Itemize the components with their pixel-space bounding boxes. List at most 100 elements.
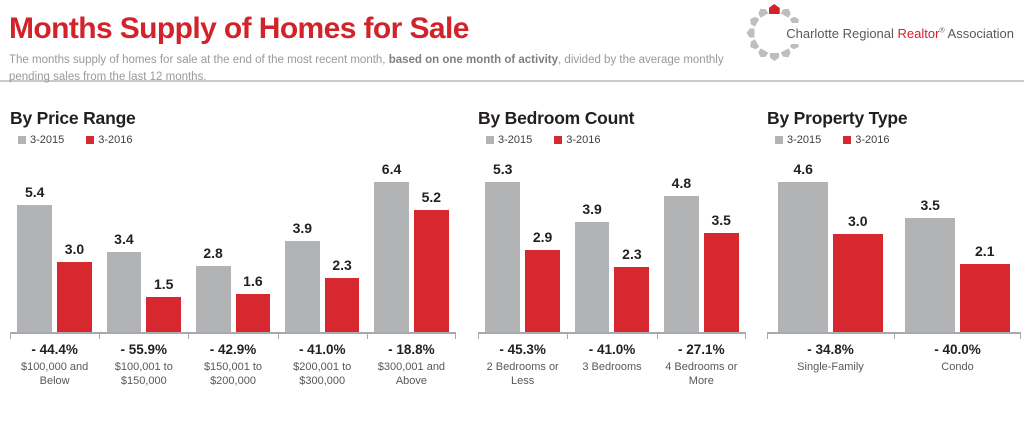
category-label: $200,001 to $300,000 — [293, 361, 352, 388]
page-title: Months Supply of Homes for Sale — [9, 12, 469, 45]
brand-logo: Charlotte Regional Realtor® Association — [745, 3, 1014, 63]
axis-tick — [894, 334, 895, 339]
legend-swatch-red-icon — [554, 136, 563, 144]
header-divider — [0, 80, 1024, 82]
bar-value-label: 5.3 — [493, 161, 513, 177]
axis-tick — [656, 334, 658, 339]
legend-label-2015: 3-2015 — [498, 134, 533, 146]
bar-value-label: 1.6 — [243, 273, 263, 289]
chart-section-price-range: By Price Range 3-2015 3-2016 5.4 3.0 3.4 1.… — [10, 108, 456, 389]
bar-value-label: 5.2 — [421, 189, 442, 205]
change-label: - 41.0% — [588, 342, 636, 357]
bar-2016: 2.3 — [614, 246, 650, 332]
change-label: - 41.0% — [298, 342, 346, 357]
category-cell: - 18.8% $300,001 and Above — [367, 342, 456, 389]
bar-value-label: 3.9 — [582, 201, 602, 217]
category-cell: - 34.8% Single-Family — [767, 342, 894, 374]
bar-group: 6.4 5.2 — [367, 154, 456, 332]
axis-tick — [188, 334, 190, 339]
legend-item-2016: 3-2016 — [86, 134, 133, 146]
legend-swatch-gray-icon — [775, 136, 783, 144]
legend-swatch-red-icon — [843, 136, 852, 144]
bar-value-label: 3.9 — [292, 220, 313, 236]
category-label: 2 Bedrooms or Less — [486, 361, 559, 388]
bar-value-label: 4.8 — [671, 175, 692, 191]
legend-label-2015: 3-2015 — [787, 134, 822, 146]
brand-text-pre: Charlotte Regional — [786, 25, 898, 41]
chart-title: By Bedroom Count — [478, 108, 635, 128]
bar-2015: 6.4 — [374, 161, 409, 332]
brand-text: Charlotte Regional Realtor® Association — [786, 22, 1014, 44]
legend-item-2015: 3-2015 — [775, 134, 821, 146]
bar-2016: 2.9 — [525, 229, 560, 332]
legend-swatch-red-icon — [86, 136, 95, 144]
bar-value-label: 2.8 — [203, 245, 223, 261]
change-label: - 42.9% — [209, 342, 257, 357]
legend-swatch-gray-icon — [486, 136, 494, 144]
change-label: - 55.9% — [120, 342, 168, 357]
bar-value-label: 6.4 — [381, 161, 402, 177]
bar-2015: 5.4 — [17, 184, 53, 332]
category-label: Condo — [941, 361, 974, 373]
legend-label-2015: 3-2015 — [30, 134, 65, 146]
bar-group: 5.4 3.0 — [10, 154, 99, 332]
bar-value-label: 2.3 — [332, 257, 352, 273]
axis-tick — [1020, 334, 1021, 339]
change-label: - 34.8% — [807, 342, 854, 357]
chart-legend: 3-2015 3-2016 — [18, 134, 456, 146]
legend-item-2015: 3-2015 — [18, 134, 64, 146]
subtitle-bold: based on one month of activity — [388, 53, 559, 66]
bar-2015: 4.6 — [778, 161, 828, 332]
bar-2016: 3.0 — [57, 241, 92, 332]
bar-value-label: 2.3 — [622, 246, 642, 262]
plot-area: 5.3 2.9 3.9 2.3 4.8 3.5 — [478, 154, 746, 332]
bar-group: 2.8 1.6 — [188, 154, 277, 332]
bar-value-label: 3.0 — [64, 241, 85, 257]
category-labels: - 45.3% 2 Bedrooms or Less - 41.0% 3 Bedroo… — [478, 342, 746, 389]
legend-item-2015: 3-2015 — [486, 134, 532, 146]
bar-2015: 2.8 — [195, 245, 231, 332]
change-label: - 40.0% — [934, 342, 981, 357]
axis-tick — [366, 334, 368, 339]
page-header: Months Supply of Homes for Sale The mont… — [0, 0, 1024, 83]
category-cell: - 40.0% Condo — [894, 342, 1021, 374]
change-label: - 45.3% — [499, 342, 546, 357]
category-cell: - 27.1% 4 Bedrooms or More — [657, 342, 746, 389]
legend-swatch-gray-icon — [18, 136, 26, 144]
bar-value-label: 5.4 — [24, 184, 45, 200]
x-axis — [767, 332, 1021, 339]
bar-value-label: 2.1 — [975, 243, 995, 259]
bar-value-label: 1.5 — [153, 276, 174, 292]
axis-tick — [567, 334, 569, 339]
category-cell: - 42.9% $150,001 to $200,000 — [188, 342, 277, 389]
change-label: - 27.1% — [678, 342, 725, 357]
chart-title: By Price Range — [10, 108, 136, 128]
x-axis — [10, 332, 456, 339]
bar-value-label: 3.5 — [920, 197, 940, 213]
red-house-icon — [768, 4, 780, 14]
x-axis — [478, 332, 746, 339]
category-labels: - 34.8% Single-Family - 40.0% Condo — [767, 342, 1021, 374]
plot-area: 4.6 3.0 3.5 2.1 — [767, 154, 1021, 332]
category-cell: - 55.9% $100,001 to $150,000 — [99, 342, 188, 389]
bar-group: 3.9 2.3 — [278, 154, 367, 332]
bar-group: 5.3 2.9 — [478, 154, 567, 332]
category-label: $300,001 and Above — [377, 361, 446, 388]
bar-group: 3.9 2.3 — [567, 154, 656, 332]
axis-tick — [478, 334, 479, 339]
category-label: $150,001 to $200,000 — [203, 361, 263, 388]
bar-group: 3.4 1.5 — [99, 154, 188, 332]
legend-label-2016: 3-2016 — [98, 134, 133, 146]
category-cell: - 41.0% 3 Bedrooms — [567, 342, 656, 389]
legend-item-2016: 3-2016 — [843, 134, 890, 146]
axis-tick — [99, 334, 101, 339]
category-cell: - 44.4% $100,000 and Below — [10, 342, 99, 389]
registered-mark: ® — [939, 27, 945, 35]
chart-title: By Property Type — [767, 108, 908, 128]
axis-tick — [767, 334, 768, 339]
legend-label-2016: 3-2016 — [855, 134, 890, 146]
page-subtitle: The months supply of homes for sale at t… — [9, 52, 751, 88]
chart-section-bedroom-count: By Bedroom Count 3-2015 3-2016 5.3 2.9 3.9… — [478, 108, 746, 389]
bar-2015: 4.8 — [663, 175, 699, 332]
chart-legend: 3-2015 3-2016 — [775, 134, 1021, 146]
